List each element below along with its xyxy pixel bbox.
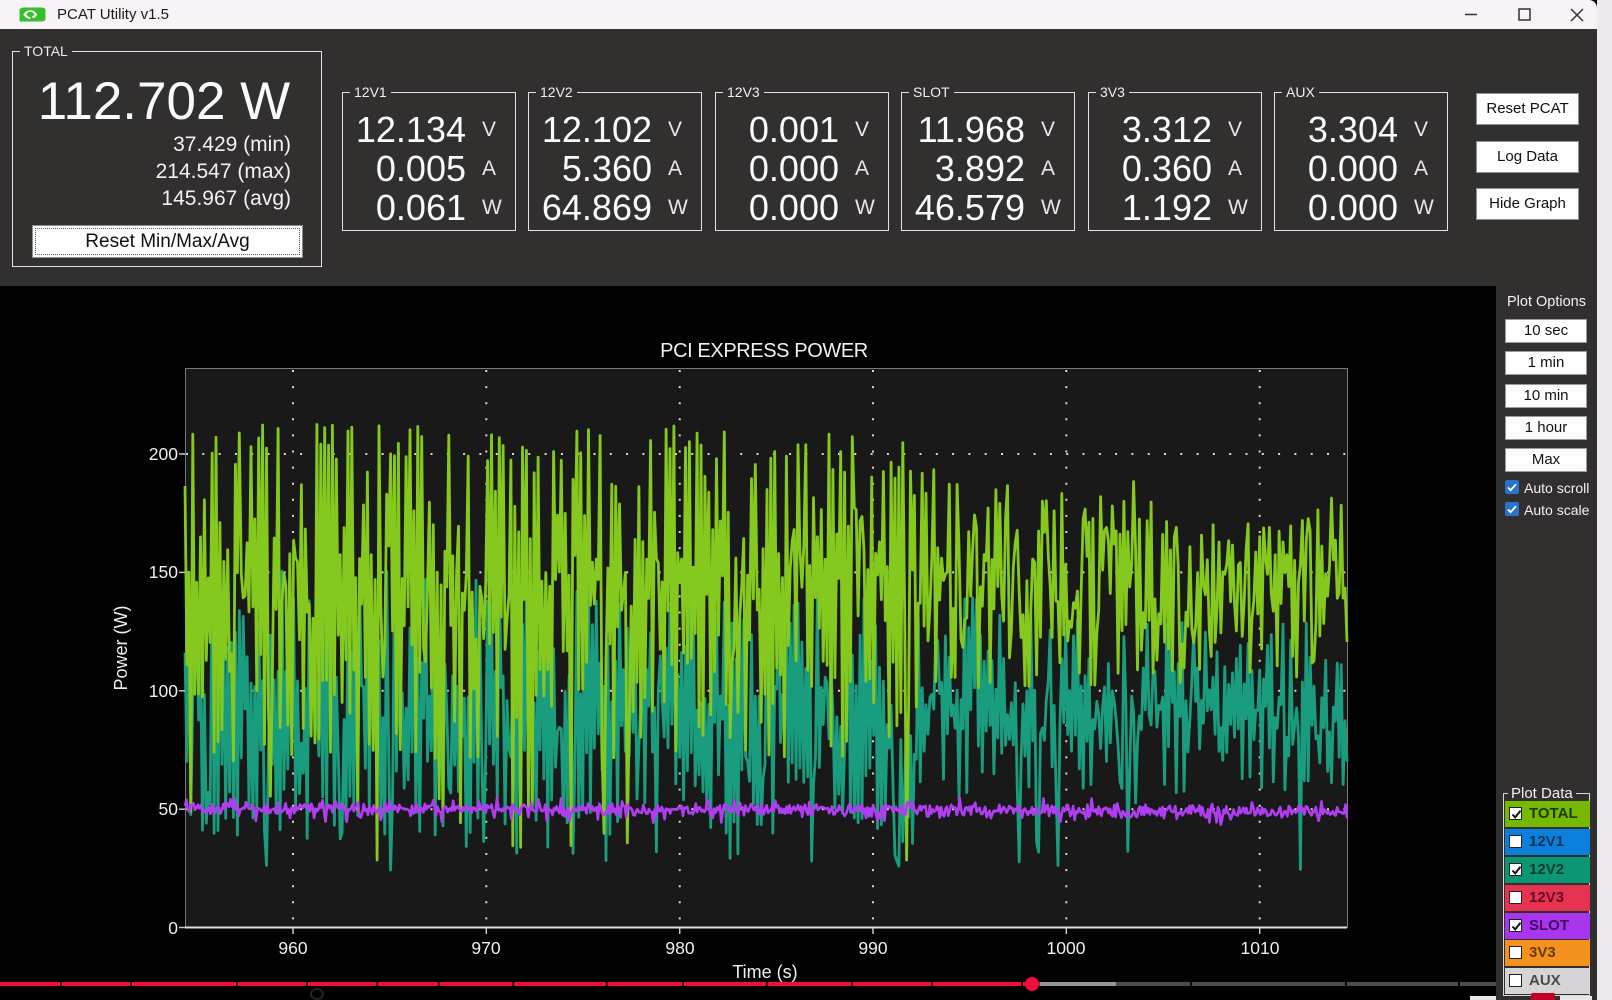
svg-text:PCI EXPRESS POWER: PCI EXPRESS POWER: [660, 340, 868, 362]
svg-text:990: 990: [858, 938, 887, 958]
svg-text:100: 100: [149, 681, 178, 701]
svg-text:Time (s): Time (s): [732, 962, 797, 982]
svg-text:970: 970: [471, 938, 500, 958]
svg-text:150: 150: [149, 562, 178, 582]
svg-text:Power (W): Power (W): [111, 606, 131, 691]
svg-text:1010: 1010: [1241, 938, 1280, 958]
svg-text:0: 0: [168, 918, 178, 938]
svg-text:980: 980: [665, 938, 694, 958]
svg-text:200: 200: [149, 444, 178, 464]
svg-text:960: 960: [278, 938, 307, 958]
svg-text:50: 50: [159, 799, 179, 819]
svg-text:1000: 1000: [1047, 938, 1086, 958]
